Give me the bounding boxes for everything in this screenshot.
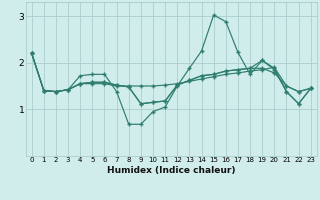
X-axis label: Humidex (Indice chaleur): Humidex (Indice chaleur) — [107, 166, 236, 175]
